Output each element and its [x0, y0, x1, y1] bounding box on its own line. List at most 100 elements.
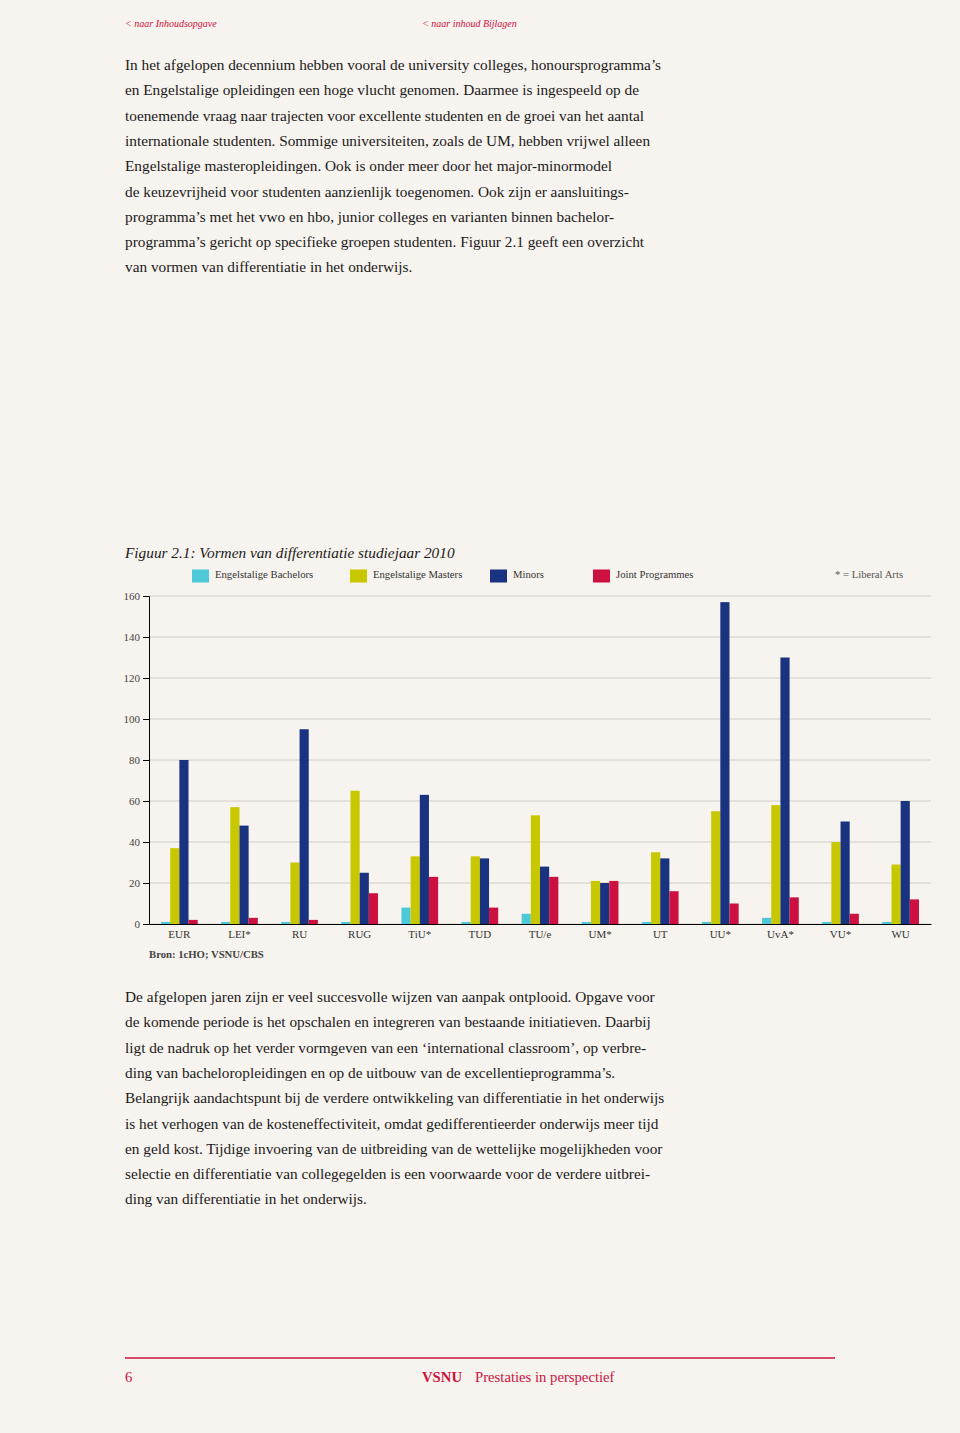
bar [771, 805, 780, 924]
nav-link: < naar inhoud Bijlagen [422, 18, 517, 29]
bar [642, 922, 651, 924]
y-tick-label: 0 [135, 918, 141, 930]
y-tick-mark [143, 637, 149, 638]
x-tick-label: UM* [588, 928, 611, 940]
bar [281, 922, 290, 924]
x-tick: UvA* [767, 924, 794, 940]
grid-line [149, 596, 931, 597]
x-tick-label: TU/e [529, 928, 552, 940]
bar [910, 899, 919, 924]
bar [230, 807, 239, 924]
x-tick-label: UT [653, 928, 668, 940]
y-tick-mark [143, 842, 149, 843]
bar [582, 922, 591, 924]
bar [850, 914, 859, 924]
grid-line [149, 678, 931, 679]
x-tick-label: RU [292, 928, 307, 940]
y-tick: 100 [124, 713, 150, 725]
x-tick-label: VU* [830, 928, 851, 940]
bar [762, 918, 771, 924]
x-tick-label: UvA* [767, 928, 794, 940]
chart-title: Figuur 2.1: Vormen van differentiatie st… [124, 544, 455, 561]
legend: Engelstalige BachelorsEngelstalige Maste… [192, 568, 693, 582]
bar [780, 658, 789, 925]
x-tick: RU [292, 924, 307, 940]
bar [480, 858, 489, 924]
bar [411, 856, 420, 924]
footer-page: 6 [125, 1369, 132, 1385]
body-text: en Engelstalige opleidingen een hoge vlu… [125, 81, 639, 98]
bar [522, 914, 531, 924]
bar [729, 904, 738, 925]
legend-label: Joint Programmes [616, 568, 693, 580]
body-text: toenemende vraag naar trajecten voor exc… [125, 107, 644, 124]
body-text: programma’s gericht op specifieke groepe… [125, 233, 645, 250]
bar [189, 920, 198, 924]
y-tick-label: 100 [124, 713, 141, 725]
legend-label: Minors [513, 568, 544, 580]
legend-label: Engelstalige Masters [373, 568, 462, 580]
body-text: van vormen van differentiatie in het ond… [125, 258, 412, 275]
x-tick: EUR [168, 924, 191, 940]
x-tick: WU [891, 924, 909, 940]
x-tick-label: TiU* [408, 928, 431, 940]
body-text: internationale studenten. Sommige univer… [125, 132, 650, 149]
bar [309, 920, 318, 924]
body-text: programma’s met het vwo en hbo, junior c… [125, 208, 614, 225]
plot: 020406080100120140160EURLEI*RURUGTiU*TUD… [124, 590, 932, 940]
x-tick: VU* [830, 924, 851, 940]
x-axis: EUR LEI* RU RUG TiU* TUD TU/e UM* UT UU* UvA* VU* WU [150, 924, 932, 940]
body-text: Engelstalige masteropleidingen. Ook is o… [125, 157, 612, 174]
axis-domain [143, 597, 150, 925]
x-tick-label: LEI* [228, 928, 251, 940]
bar [179, 760, 188, 924]
x-tick-label: RUG [348, 928, 371, 940]
bar [360, 873, 369, 924]
bar [290, 863, 299, 925]
bar [702, 922, 711, 924]
nav-link: < naar Inhoudsopgave [125, 18, 217, 29]
bar [901, 801, 910, 924]
bar [591, 881, 600, 924]
body-text: selectie en differentiatie van collegege… [125, 1165, 650, 1182]
x-tick: UM* [588, 924, 611, 940]
x-tick: TUD [469, 924, 492, 940]
legend-note: * = Liberal Arts [835, 568, 903, 580]
bar [170, 848, 179, 924]
body-text: is het verhogen van de kosteneffectivite… [125, 1115, 659, 1132]
bar [300, 729, 309, 924]
x-tick: UU* [710, 924, 731, 940]
source-note: Bron: 1cHO; VSNU/CBS [149, 948, 264, 960]
y-tick-label: 80 [129, 754, 141, 766]
bar [660, 858, 669, 924]
axis-domain [150, 924, 932, 925]
x-tick-label: TUD [469, 928, 492, 940]
bar [221, 922, 230, 924]
background [0, 0, 960, 1433]
bar [341, 922, 350, 924]
bar [651, 852, 660, 924]
y-tick-mark [143, 760, 149, 761]
footer-text: Prestaties in perspectief [475, 1369, 615, 1385]
bar [609, 881, 618, 924]
bars [161, 602, 919, 924]
y-tick-mark [143, 596, 149, 597]
x-tick: RUG [348, 924, 371, 940]
bar [669, 891, 678, 924]
y-tick-label: 60 [129, 795, 141, 807]
y-tick-mark [143, 883, 149, 884]
footer-line [125, 1357, 835, 1359]
bar [600, 883, 609, 924]
bar [489, 908, 498, 924]
y-tick-label: 160 [124, 590, 141, 602]
y-tick: 0 [135, 918, 150, 930]
x-tick: LEI* [228, 924, 251, 940]
y-tick: 160 [124, 590, 150, 602]
body-text: en geld kost. Tijdige invoering van de u… [125, 1140, 662, 1157]
grid-line [149, 637, 931, 638]
bar [369, 893, 378, 924]
bar [471, 856, 480, 924]
x-tick: UT [653, 924, 668, 940]
bar [841, 822, 850, 925]
x-tick: TU/e [529, 924, 552, 940]
